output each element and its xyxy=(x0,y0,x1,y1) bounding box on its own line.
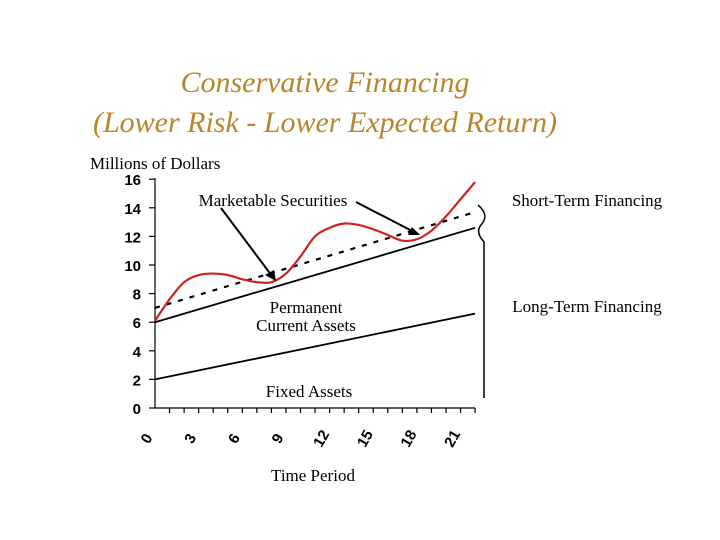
x-tick-label: 0 xyxy=(138,431,157,447)
series-group xyxy=(154,181,476,381)
y-tick-label: 2 xyxy=(133,372,141,389)
y-tick-label: 0 xyxy=(133,401,141,418)
y-tick-label: 6 xyxy=(133,315,141,332)
arrowhead-left xyxy=(265,270,276,281)
x-tick-label: 18 xyxy=(397,427,420,450)
x-tick-label: 15 xyxy=(354,427,377,450)
y-tick-label: 14 xyxy=(124,201,141,218)
y-tick-label: 10 xyxy=(124,258,141,275)
series-line-permanent-current-assets xyxy=(154,226,476,324)
y-axis-label: Millions of Dollars xyxy=(90,154,220,173)
annotation-current-assets: Current Assets xyxy=(256,316,356,335)
arrow-marketable-securities-left xyxy=(220,207,273,277)
annotation-permanent: Permanent xyxy=(270,298,343,317)
series-line-long-term-financing xyxy=(154,211,476,309)
annotation-marketable-securities: Marketable Securities xyxy=(199,191,348,210)
y-tick-label: 16 xyxy=(124,172,141,189)
y-tick-label: 4 xyxy=(133,344,142,361)
x-tick-label: 3 xyxy=(181,431,200,447)
axis-break-bracket xyxy=(477,204,486,398)
y-tick-label: 12 xyxy=(124,229,141,246)
series-line-total-assets xyxy=(154,181,476,322)
x-tick-label: 12 xyxy=(310,427,333,450)
x-tick-label: 6 xyxy=(225,431,244,447)
x-tick-label: 21 xyxy=(441,427,464,450)
chart-title-line2: (Lower Risk - Lower Expected Return) xyxy=(92,106,558,139)
y-tick-label: 8 xyxy=(133,287,141,304)
arrow-marketable-securities-right xyxy=(355,201,415,233)
arrowhead-right xyxy=(408,227,420,235)
annotation-short-term-financing: Short-Term Financing xyxy=(512,191,663,210)
annotation-fixed-assets: Fixed Assets xyxy=(266,382,352,401)
chart-title-line1: Conservative Financing xyxy=(180,66,470,99)
series-line-fixed-assets xyxy=(154,312,476,381)
x-axis-ticks: 0 3 6 9 12 15 18 21 xyxy=(138,408,476,450)
annotation-long-term-financing: Long-Term Financing xyxy=(512,297,662,316)
y-axis-ticks: 0 2 4 6 8 10 12 14 16 xyxy=(124,172,155,418)
x-tick-label: 9 xyxy=(269,431,288,447)
x-axis-label: Time Period xyxy=(271,466,355,485)
